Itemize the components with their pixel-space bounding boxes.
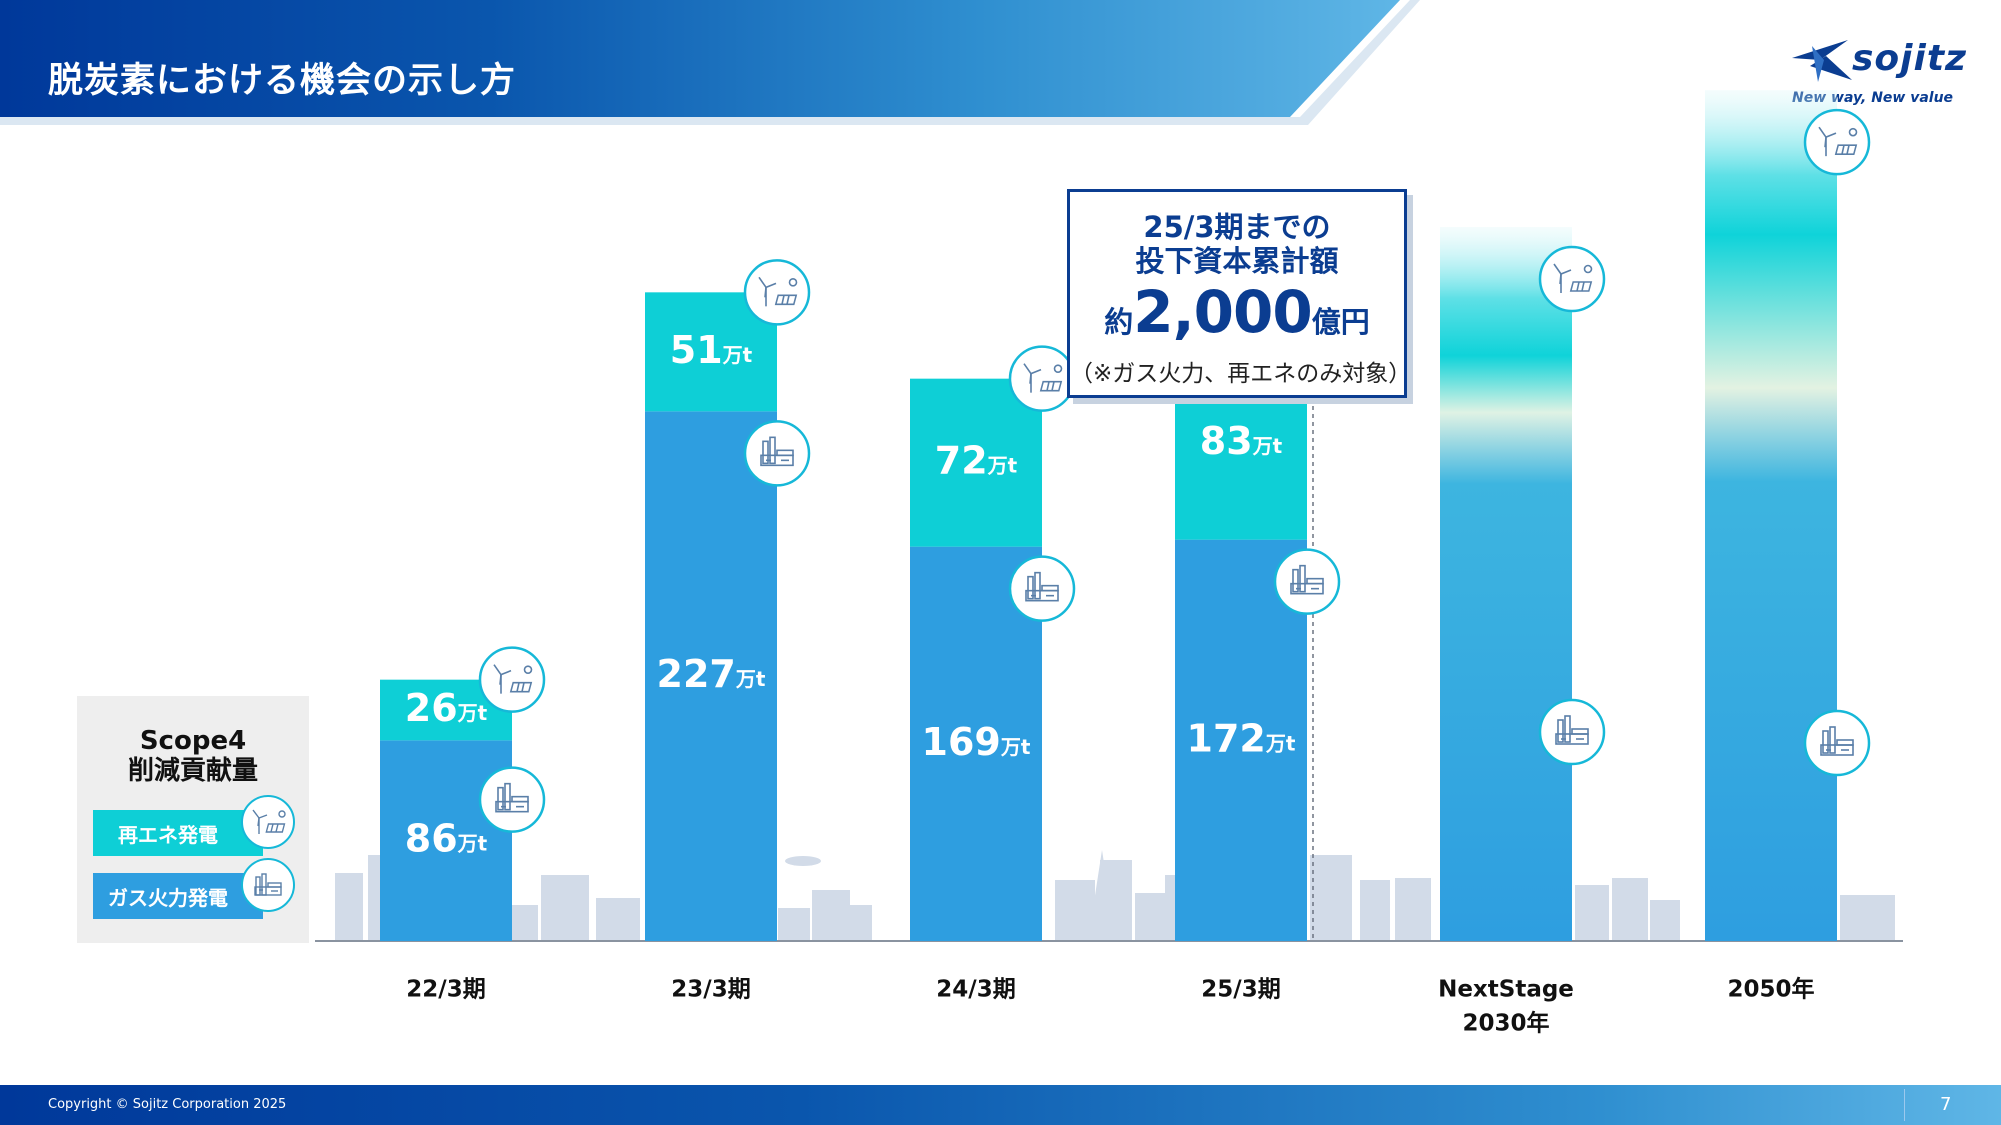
legend-title-line2: 削減貢献量 (127, 756, 258, 786)
city-building (596, 898, 640, 941)
footer: Copyright © Sojitz Corporation 2025 7 (0, 1085, 2001, 1125)
x-tick-label: 22/3期 (406, 977, 485, 1003)
city-building (1612, 878, 1648, 941)
blimp (785, 856, 821, 866)
wind-solar-icon (1538, 245, 1606, 313)
sojitz-logo: sojitz New way, New value (1780, 32, 1966, 112)
city-building (778, 908, 810, 941)
factory-icon (1273, 548, 1341, 615)
contribution-chart: 86万t 26万t 22/3期 227万t 51万t 23/3期 169万t 72万t 24/3… (315, 90, 1903, 1037)
factory-icon (1803, 709, 1871, 777)
city-building (1135, 893, 1169, 941)
legend-title: Scope4 削減貢献量 (77, 726, 309, 786)
factory-icon (1008, 555, 1076, 622)
bar-projection (1440, 227, 1572, 941)
value-label-gas: 227万t (657, 652, 766, 696)
value-label-renewable: 83万t (1200, 418, 1283, 462)
city-building (335, 873, 363, 941)
city-building (1575, 885, 1609, 941)
wind-solar-icon (1008, 345, 1076, 412)
callout-note: （※ガス火力、再エネのみ対象） (1070, 361, 1412, 387)
header-banner (0, 0, 1400, 117)
city-building (1310, 855, 1352, 941)
wind-solar-icon (1803, 108, 1871, 176)
city-building (541, 875, 589, 941)
value-label-renewable: 72万t (935, 438, 1018, 482)
city-building (1055, 880, 1095, 941)
labels-layer: 86万t 26万t 22/3期 227万t 51万t 23/3期 169万t 72万t 24/3… (405, 327, 1815, 1036)
factory-icon (478, 766, 546, 833)
investment-callout: 25/3期までの 投下資本累計額 約2,000億円 （※ガス火力、再エネのみ対象… (1067, 189, 1412, 398)
factory-icon (1538, 698, 1606, 766)
legend-renewable: 再エネ発電 (93, 810, 263, 856)
bar-projection (1705, 90, 1837, 941)
page-title: 脱炭素における機会の示し方 (48, 61, 517, 101)
wind-solar-icon (241, 795, 295, 849)
legend-title-line1: Scope4 (139, 726, 247, 756)
legend-renewable-label: 再エネ発電 (118, 822, 218, 847)
callout-amount: 2,000 (1133, 278, 1312, 346)
bar-gas (645, 411, 777, 941)
bar-renewable (910, 378, 1042, 547)
city-building (812, 890, 850, 941)
x-tick-label: NextStage (1438, 977, 1574, 1003)
x-tick-label: 24/3期 (936, 977, 1015, 1003)
x-tick-label: 2030年 (1462, 1010, 1549, 1037)
page-number: 7 (1940, 1094, 1952, 1115)
value-label-renewable: 26万t (405, 686, 488, 730)
callout-amount-line: 約2,000億円 (1070, 278, 1404, 346)
wind-solar-icon (478, 646, 546, 713)
factory-icon (743, 420, 811, 487)
tower (1088, 850, 1116, 941)
callout-line2: 投下資本累計額 (1135, 244, 1339, 278)
value-label-gas: 86万t (405, 816, 488, 860)
logo-text: sojitz (1852, 38, 1968, 79)
wind-solar-icon (743, 259, 811, 326)
city-building (512, 905, 538, 941)
callout-suffix: 億円 (1311, 305, 1370, 339)
city-building (850, 905, 872, 941)
legend: Scope4 削減貢献量 再エネ発電 ガス火力発電 (77, 696, 309, 943)
x-tick-label: 25/3期 (1201, 977, 1280, 1003)
bar-gas (380, 740, 512, 941)
value-label-gas: 169万t (922, 719, 1031, 763)
callout-line1: 25/3期までの (1143, 210, 1331, 244)
city-building (1840, 895, 1895, 941)
city-building (1650, 900, 1680, 941)
copyright: Copyright © Sojitz Corporation 2025 (48, 1097, 287, 1112)
value-label-gas: 172万t (1187, 716, 1296, 760)
city-skyline (335, 850, 1895, 941)
footer-separator (1904, 1089, 1905, 1121)
city-building (1360, 880, 1390, 941)
city-building (368, 855, 382, 941)
city-building (1395, 878, 1431, 941)
value-label-renewable: 51万t (670, 327, 753, 371)
sojitz-logo-mark-icon (1792, 40, 1852, 82)
legend-gas-label: ガス火力発電 (108, 885, 228, 910)
x-tick-label: 2050年 (1727, 976, 1814, 1003)
legend-gas: ガス火力発電 (93, 873, 263, 919)
factory-icon (241, 858, 295, 912)
x-tick-label: 23/3期 (671, 977, 750, 1003)
callout-prefix: 約 (1104, 305, 1134, 339)
